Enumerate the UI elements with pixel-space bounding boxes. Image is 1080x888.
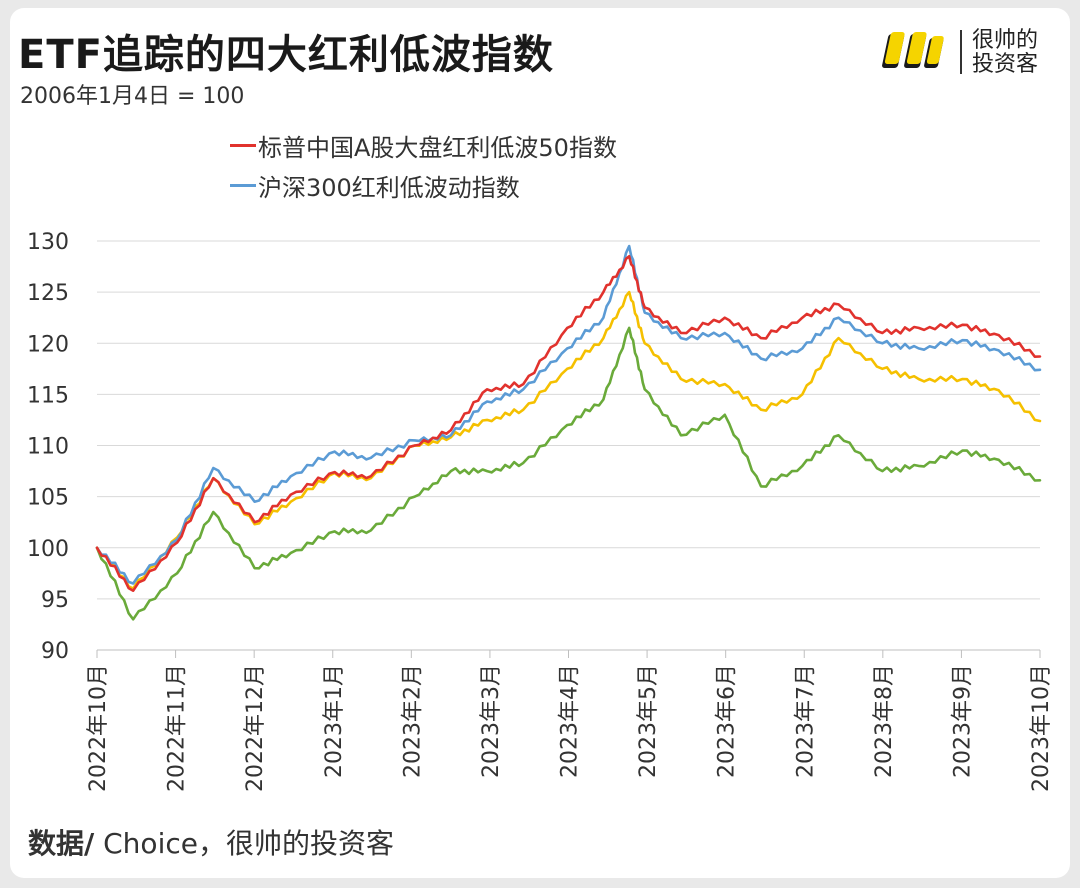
series-line-0: [95, 255, 1042, 592]
chart-title: ETF追踪的四大红利低波指数: [18, 32, 554, 78]
source-text: Choice，很帅的投资客: [94, 827, 394, 860]
x-tick-label: 2023年1月: [322, 664, 347, 778]
chart-subtitle: 2006年1月4日 = 100: [20, 84, 245, 109]
logo-text-line2: 投资客: [972, 52, 1039, 77]
y-tick-label: 105: [27, 486, 69, 511]
x-tick-label: 2023年8月: [872, 664, 897, 778]
x-tick-label: 2023年9月: [950, 664, 975, 778]
series-line-2: [95, 290, 1042, 590]
source-note: 数据/ Choice，很帅的投资客: [28, 822, 394, 862]
legend-label-red: 标普中国A股大盘红利低波50指数: [258, 134, 617, 162]
x-tick-label: 2022年12月: [243, 664, 268, 792]
x-tick-label: 2023年10月: [1029, 664, 1054, 792]
series-line-1: [95, 244, 1042, 585]
x-tick-label: 2023年2月: [400, 664, 425, 778]
chart-card: [10, 8, 1070, 878]
y-tick-label: 120: [27, 332, 69, 357]
legend-swatch-blue: [230, 184, 256, 187]
y-tick-label: 130: [27, 230, 69, 255]
x-tick-label: 2023年6月: [715, 664, 740, 778]
y-tick-label: 125: [27, 281, 69, 306]
x-tick-label: 2022年11月: [165, 664, 190, 792]
y-tick-label: 110: [27, 435, 69, 460]
x-tick-label: 2022年10月: [86, 664, 111, 792]
logo-text-line1: 很帅的: [972, 28, 1039, 53]
x-tick-label: 2023年3月: [479, 664, 504, 778]
brand-logo-mark: [882, 32, 944, 68]
logo-divider: [960, 30, 962, 74]
y-tick-label: 95: [41, 588, 69, 613]
legend-swatch-red: [230, 144, 256, 147]
x-tick-label: 2023年4月: [558, 664, 583, 778]
brand-logo: 很帅的 投资客: [872, 26, 1062, 82]
series-line-3: [95, 326, 1042, 621]
source-label: 数据/: [28, 827, 95, 860]
y-tick-label: 90: [41, 639, 69, 664]
x-tick-label: 2023年5月: [636, 664, 661, 778]
y-tick-label: 100: [27, 537, 69, 562]
y-tick-label: 115: [27, 383, 69, 408]
legend-label-blue: 沪深300红利低波动指数: [258, 174, 520, 202]
x-tick-label: 2023年7月: [793, 664, 818, 778]
